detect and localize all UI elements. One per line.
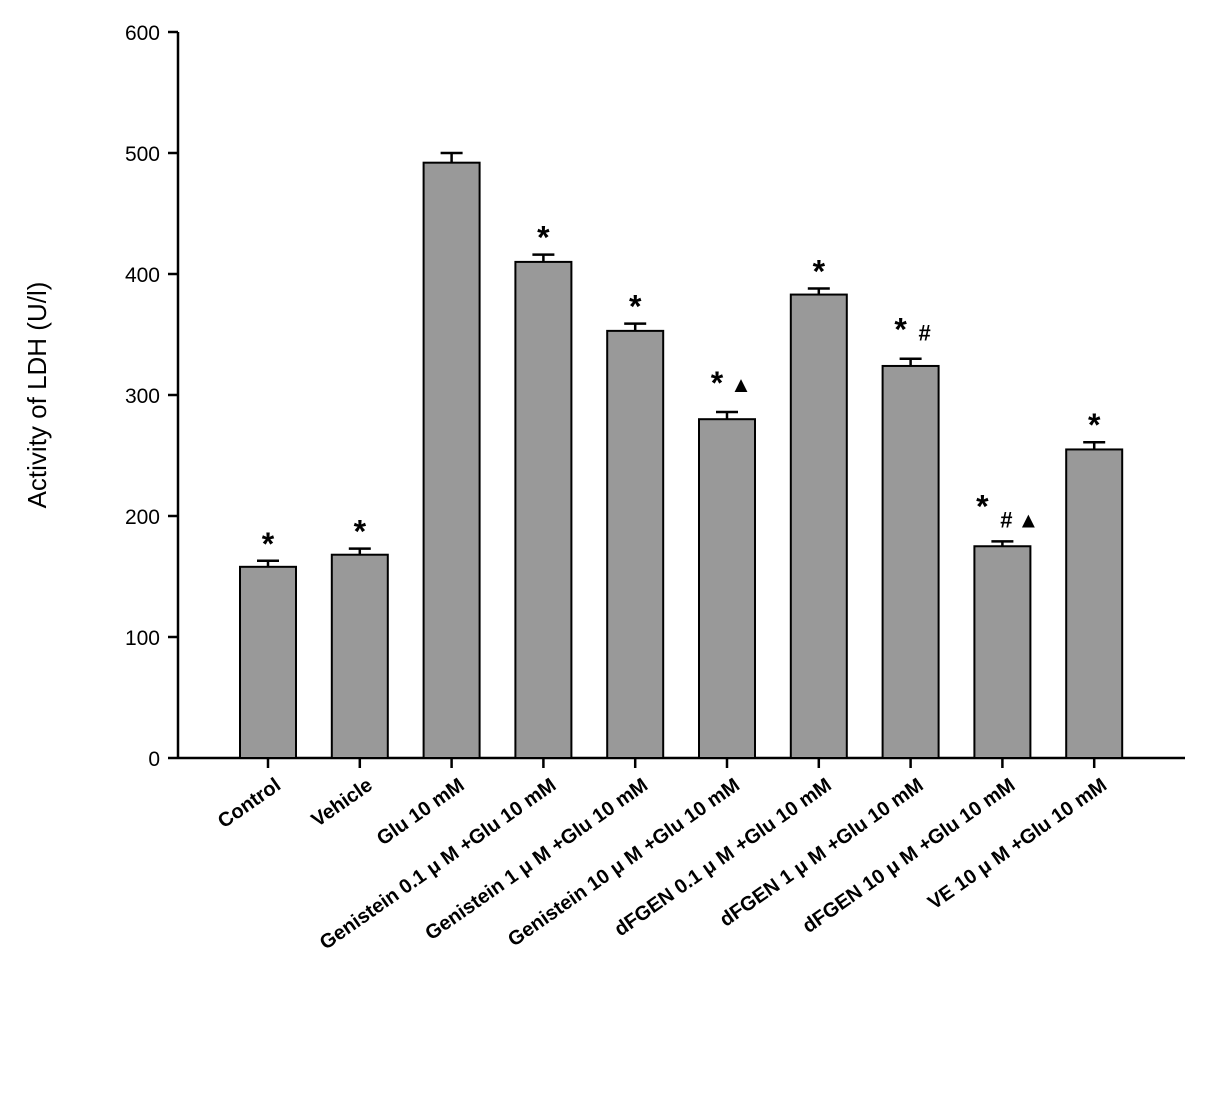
y-tick-label: 0 bbox=[148, 748, 160, 771]
significance-star: * bbox=[354, 514, 367, 550]
bar bbox=[330, 553, 389, 759]
significance-triangle: ▲ bbox=[730, 372, 752, 397]
significance-star: * bbox=[1088, 407, 1101, 443]
bar bbox=[698, 418, 756, 759]
significance-star: * bbox=[262, 526, 275, 562]
bar bbox=[881, 364, 940, 759]
y-tick-label: 300 bbox=[125, 385, 160, 408]
y-ticks: 0 100 200 300 400 500 600 bbox=[125, 22, 178, 771]
axes bbox=[176, 32, 1185, 760]
significance-star: * bbox=[629, 289, 642, 325]
significance-star: * bbox=[711, 365, 724, 401]
bar bbox=[1065, 448, 1124, 759]
significance-annotations: * **** ▲** #* # ▲* bbox=[262, 220, 1101, 562]
significance-star: * bbox=[894, 312, 907, 348]
category-label: Control bbox=[214, 774, 285, 833]
bars bbox=[239, 161, 1124, 759]
significance-hash: # bbox=[918, 321, 930, 346]
y-tick-label: 400 bbox=[125, 264, 160, 287]
y-tick-label: 600 bbox=[125, 22, 160, 45]
bar bbox=[606, 329, 665, 759]
significance-hash: # bbox=[1000, 507, 1012, 532]
y-axis-title: Activity of LDH (U/l) bbox=[22, 282, 52, 509]
bar bbox=[239, 565, 297, 759]
bar bbox=[514, 260, 573, 759]
significance-triangle: ▲ bbox=[1018, 507, 1040, 532]
x-ticks bbox=[266, 758, 1096, 768]
bar bbox=[422, 161, 481, 759]
y-tick-label: 200 bbox=[125, 506, 160, 529]
category-label: Vehicle bbox=[308, 774, 377, 832]
bar bbox=[789, 293, 848, 759]
significance-star: * bbox=[537, 220, 550, 256]
bar bbox=[973, 545, 1032, 759]
significance-star: * bbox=[813, 254, 826, 290]
significance-star: * bbox=[976, 488, 989, 524]
category-label: VE 10 μ M +Glu 10 mM bbox=[924, 774, 1111, 914]
y-tick-label: 100 bbox=[125, 627, 160, 650]
y-tick-label: 500 bbox=[125, 143, 160, 166]
error-bars bbox=[257, 151, 1106, 567]
